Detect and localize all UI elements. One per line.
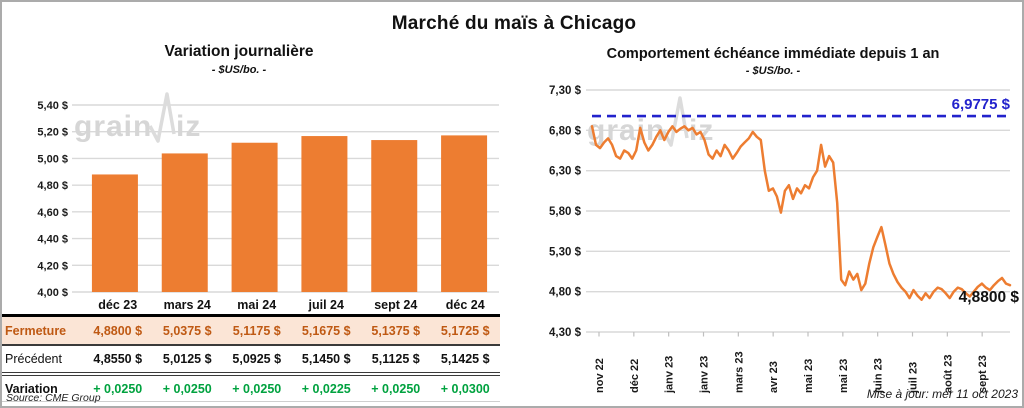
row-label: Précédent	[2, 345, 83, 376]
watermark-zigzag-icon	[661, 96, 689, 147]
x-tick-label: mai 23	[838, 359, 850, 393]
table-cell: 4,8800 $	[83, 315, 153, 346]
table-cell: 5,0375 $	[152, 315, 222, 346]
table-cell: 5,1125 $	[361, 345, 431, 376]
x-tick-label: déc 22	[629, 359, 641, 393]
y-tick-label: 4,20 $	[37, 260, 68, 272]
bar	[371, 140, 418, 292]
y-tick-label: 5,20 $	[37, 127, 68, 139]
y-tick-label: 5,30 $	[549, 246, 582, 258]
column-header: mars 24	[152, 295, 222, 317]
table-corner	[2, 295, 83, 317]
table-cell: 5,1450 $	[291, 345, 361, 376]
x-tick-label: sept 23	[977, 355, 989, 393]
table-cell: + 0,0250	[152, 374, 222, 402]
table-cell: + 0,0250	[222, 374, 292, 402]
bar	[91, 174, 138, 292]
column-header: déc 23	[83, 295, 153, 317]
x-tick-label: mars 23	[733, 351, 745, 393]
bar	[441, 135, 488, 292]
line-chart-subtitle: - $US/bo. -	[745, 65, 801, 77]
last-price-label: 4,8800 $	[959, 289, 1020, 306]
price-line	[590, 125, 1012, 301]
bar-chart-subtitle: - $US/bo. -	[211, 64, 267, 76]
table-cell: 5,1425 $	[430, 345, 500, 376]
x-tick-label: août 23	[942, 354, 954, 393]
x-tick-label: mai 23	[803, 359, 815, 393]
y-tick-label: 4,60 $	[37, 207, 68, 219]
watermark-text: iz	[176, 110, 201, 143]
x-tick-label: janv 23	[699, 356, 711, 394]
table-cell: + 0,0300	[430, 374, 500, 402]
column-header: déc 24	[430, 295, 500, 317]
watermark-text: grain	[74, 110, 152, 143]
y-tick-label: 6,30 $	[549, 166, 582, 178]
table-cell: 5,0125 $	[152, 345, 222, 376]
table-cell: 5,1725 $	[430, 315, 500, 346]
y-tick-label: 6,80 $	[549, 125, 582, 137]
y-tick-label: 4,40 $	[37, 234, 68, 246]
bar	[301, 136, 348, 292]
y-tick-label: 5,40 $	[37, 100, 68, 112]
table-cell: 5,1375 $	[361, 315, 431, 346]
threshold-label: 6,9775 $	[952, 96, 1011, 113]
table-cell: + 0,0250	[361, 374, 431, 402]
y-tick-label: 4,80 $	[549, 287, 582, 299]
x-tick-label: juil 23	[908, 362, 920, 394]
column-header: juil 24	[291, 295, 361, 317]
table-header-row: déc 23 mars 24 mai 24 juil 24 sept 24 déc 24	[2, 295, 500, 317]
y-tick-label: 7,30 $	[549, 85, 582, 97]
x-tick-label: janv 23	[664, 356, 676, 394]
row-label: Fermeture	[2, 315, 83, 346]
table-cell: 5,1675 $	[291, 315, 361, 346]
x-tick-label: avr 23	[768, 361, 780, 393]
row-label: Variation	[2, 374, 83, 402]
watermark-text: grain	[587, 114, 665, 147]
y-tick-label: 4,30 $	[549, 327, 582, 339]
page-title: Marché du maïs à Chicago	[391, 13, 637, 34]
bar-chart-title: Variation journalière	[164, 43, 314, 60]
table-row-fermeture: Fermeture 4,8800 $5,0375 $5,1175 $5,1675 …	[2, 315, 500, 346]
y-tick-label: 4,80 $	[37, 180, 68, 192]
updated-note: Mise à jour: mer 11 oct 2023	[866, 387, 1018, 401]
table-cell: + 0,0225	[291, 374, 361, 402]
column-header: mai 24	[222, 295, 292, 317]
y-tick-label: 5,80 $	[549, 206, 582, 218]
column-header: sept 24	[361, 295, 431, 317]
x-tick-label: nov 22	[594, 358, 606, 393]
bar	[161, 153, 208, 292]
line-chart-title: Comportement échéance immédiate depuis 1…	[606, 46, 940, 62]
table-cell: 5,1175 $	[222, 315, 292, 346]
y-tick-label: 5,00 $	[37, 153, 68, 165]
x-tick-label: juin 23	[873, 358, 885, 394]
table-row-variation: Variation + 0,0250 + 0,0250 + 0,0250 + 0,022…	[2, 374, 500, 402]
table-cell: 5,0925 $	[222, 345, 292, 376]
watermark-zigzag-icon	[148, 92, 176, 143]
source-note: Source: CME Group	[6, 392, 101, 404]
table-row-precedent: Précédent 4,8550 $5,0125 $5,0925 $5,1450 …	[2, 345, 500, 376]
table-cell: 4,8550 $	[83, 345, 153, 376]
bar	[231, 142, 278, 292]
quotes-table: déc 23 mars 24 mai 24 juil 24 sept 24 déc 24 F…	[2, 295, 500, 402]
table-cell: + 0,0250	[83, 374, 153, 402]
